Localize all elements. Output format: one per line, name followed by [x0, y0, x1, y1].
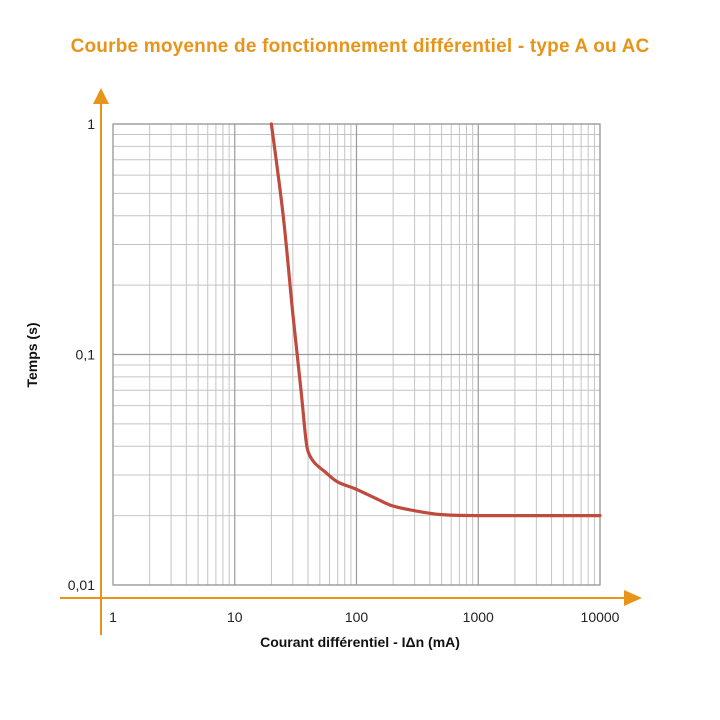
- x-tick-label: 10: [227, 609, 243, 625]
- plot-frame: [112, 123, 601, 586]
- series-line: [269, 122, 602, 518]
- x-tick-label: 10000: [581, 609, 620, 625]
- x-tick-label: 1: [109, 609, 117, 625]
- y-tick-label: 0,1: [76, 347, 96, 363]
- y-tick-label: 0,01: [68, 577, 95, 593]
- tick-labels: 1 10 100 1000 10000 0,01 0,1 1: [68, 116, 620, 625]
- axes: [60, 88, 642, 635]
- series-group: [269, 122, 602, 518]
- chart-title: Courbe moyenne de fonctionnement différe…: [70, 36, 650, 57]
- x-axis-arrowhead: [624, 590, 642, 606]
- y-axis-arrowhead: [93, 88, 109, 104]
- x-tick-label: 1000: [463, 609, 494, 625]
- y-axis-label: Temps (s): [24, 322, 40, 387]
- x-axis-label: Courant différentiel - IΔn (mA): [260, 634, 460, 650]
- x-tick-label: 100: [345, 609, 369, 625]
- y-tick-label: 1: [87, 116, 95, 132]
